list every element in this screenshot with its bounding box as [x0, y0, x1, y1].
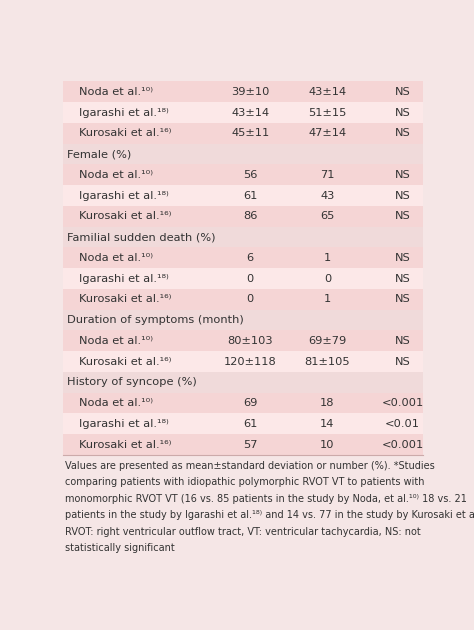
Text: Igarashi et al.¹⁸⁾: Igarashi et al.¹⁸⁾	[80, 190, 169, 200]
Text: Kurosaki et al.¹⁶⁾: Kurosaki et al.¹⁶⁾	[80, 294, 172, 304]
Bar	[63, 434, 423, 455]
Text: 1: 1	[324, 294, 331, 304]
Text: 1: 1	[324, 253, 331, 263]
Text: Noda et al.¹⁰⁾: Noda et al.¹⁰⁾	[80, 336, 154, 346]
Text: <0.001: <0.001	[382, 440, 424, 450]
Text: NS: NS	[395, 190, 410, 200]
Text: comparing patients with idiopathic polymorphic RVOT VT to patients with: comparing patients with idiopathic polym…	[65, 478, 424, 487]
Text: Kurosaki et al.¹⁶⁾: Kurosaki et al.¹⁶⁾	[80, 357, 172, 367]
Bar	[63, 227, 423, 248]
Text: statistically significant: statistically significant	[65, 543, 174, 553]
Text: RVOT: right ventricular outflow tract, VT: ventricular tachycardia, NS: not: RVOT: right ventricular outflow tract, V…	[65, 527, 420, 537]
Text: 43±14: 43±14	[309, 87, 346, 97]
Text: 39±10: 39±10	[231, 87, 269, 97]
Bar	[63, 123, 423, 144]
Bar	[63, 102, 423, 123]
Text: NS: NS	[395, 129, 410, 139]
Text: monomorphic RVOT VT (16 vs. 85 patients in the study by Noda, et al.¹⁰⁾ 18 vs. 2: monomorphic RVOT VT (16 vs. 85 patients …	[65, 494, 466, 504]
Bar	[63, 372, 423, 392]
Bar	[63, 351, 423, 372]
Text: Noda et al.¹⁰⁾: Noda et al.¹⁰⁾	[80, 253, 154, 263]
Text: NS: NS	[395, 211, 410, 221]
Text: NS: NS	[395, 253, 410, 263]
Text: History of syncope (%): History of syncope (%)	[66, 377, 196, 387]
Text: 10: 10	[320, 440, 335, 450]
Text: 47±14: 47±14	[309, 129, 346, 139]
Text: 0: 0	[324, 273, 331, 284]
Text: 69±79: 69±79	[308, 336, 346, 346]
Text: NS: NS	[395, 336, 410, 346]
Text: Igarashi et al.¹⁸⁾: Igarashi et al.¹⁸⁾	[80, 273, 169, 284]
Text: 18: 18	[320, 398, 335, 408]
Text: 14: 14	[320, 419, 335, 429]
Text: Duration of symptoms (month): Duration of symptoms (month)	[66, 315, 243, 325]
Text: Igarashi et al.¹⁸⁾: Igarashi et al.¹⁸⁾	[80, 419, 169, 429]
Text: <0.01: <0.01	[385, 419, 420, 429]
Text: 61: 61	[243, 190, 257, 200]
Bar	[63, 144, 423, 164]
Text: Values are presented as mean±standard deviation or number (%). *Studies: Values are presented as mean±standard de…	[65, 461, 435, 471]
Text: 57: 57	[243, 440, 257, 450]
Text: Kurosaki et al.¹⁶⁾: Kurosaki et al.¹⁶⁾	[80, 129, 172, 139]
Bar	[63, 81, 423, 102]
Text: 43±14: 43±14	[231, 108, 269, 118]
Text: 86: 86	[243, 211, 257, 221]
Bar	[63, 392, 423, 413]
Text: 43: 43	[320, 190, 335, 200]
Text: Kurosaki et al.¹⁶⁾: Kurosaki et al.¹⁶⁾	[80, 211, 172, 221]
Text: Igarashi et al.¹⁸⁾: Igarashi et al.¹⁸⁾	[80, 108, 169, 118]
Bar	[63, 164, 423, 185]
Text: NS: NS	[395, 294, 410, 304]
Text: 51±15: 51±15	[308, 108, 346, 118]
Bar	[63, 185, 423, 206]
Bar	[63, 248, 423, 268]
Text: Kurosaki et al.¹⁶⁾: Kurosaki et al.¹⁶⁾	[80, 440, 172, 450]
Text: NS: NS	[395, 170, 410, 180]
Text: 0: 0	[246, 294, 254, 304]
Text: Noda et al.¹⁰⁾: Noda et al.¹⁰⁾	[80, 398, 154, 408]
Bar	[63, 268, 423, 289]
Text: 81±105: 81±105	[305, 357, 350, 367]
Text: 61: 61	[243, 419, 257, 429]
Text: Noda et al.¹⁰⁾: Noda et al.¹⁰⁾	[80, 87, 154, 97]
Text: 80±103: 80±103	[228, 336, 273, 346]
Text: 71: 71	[320, 170, 335, 180]
Text: 120±118: 120±118	[224, 357, 277, 367]
Text: NS: NS	[395, 87, 410, 97]
Text: 45±11: 45±11	[231, 129, 269, 139]
Text: <0.001: <0.001	[382, 398, 424, 408]
Text: 56: 56	[243, 170, 257, 180]
Text: NS: NS	[395, 108, 410, 118]
Text: 69: 69	[243, 398, 257, 408]
Text: 0: 0	[246, 273, 254, 284]
Bar	[63, 289, 423, 310]
Text: Familial sudden death (%): Familial sudden death (%)	[66, 232, 215, 242]
Bar	[63, 310, 423, 331]
Bar	[63, 331, 423, 351]
Text: 6: 6	[246, 253, 254, 263]
Text: patients in the study by Igarashi et al.¹⁸⁾ and 14 vs. 77 in the study by Kurosa: patients in the study by Igarashi et al.…	[65, 510, 474, 520]
Bar	[63, 413, 423, 434]
Text: Female (%): Female (%)	[66, 149, 131, 159]
Text: NS: NS	[395, 357, 410, 367]
Text: NS: NS	[395, 273, 410, 284]
Bar	[63, 206, 423, 227]
Text: Noda et al.¹⁰⁾: Noda et al.¹⁰⁾	[80, 170, 154, 180]
Text: 65: 65	[320, 211, 335, 221]
